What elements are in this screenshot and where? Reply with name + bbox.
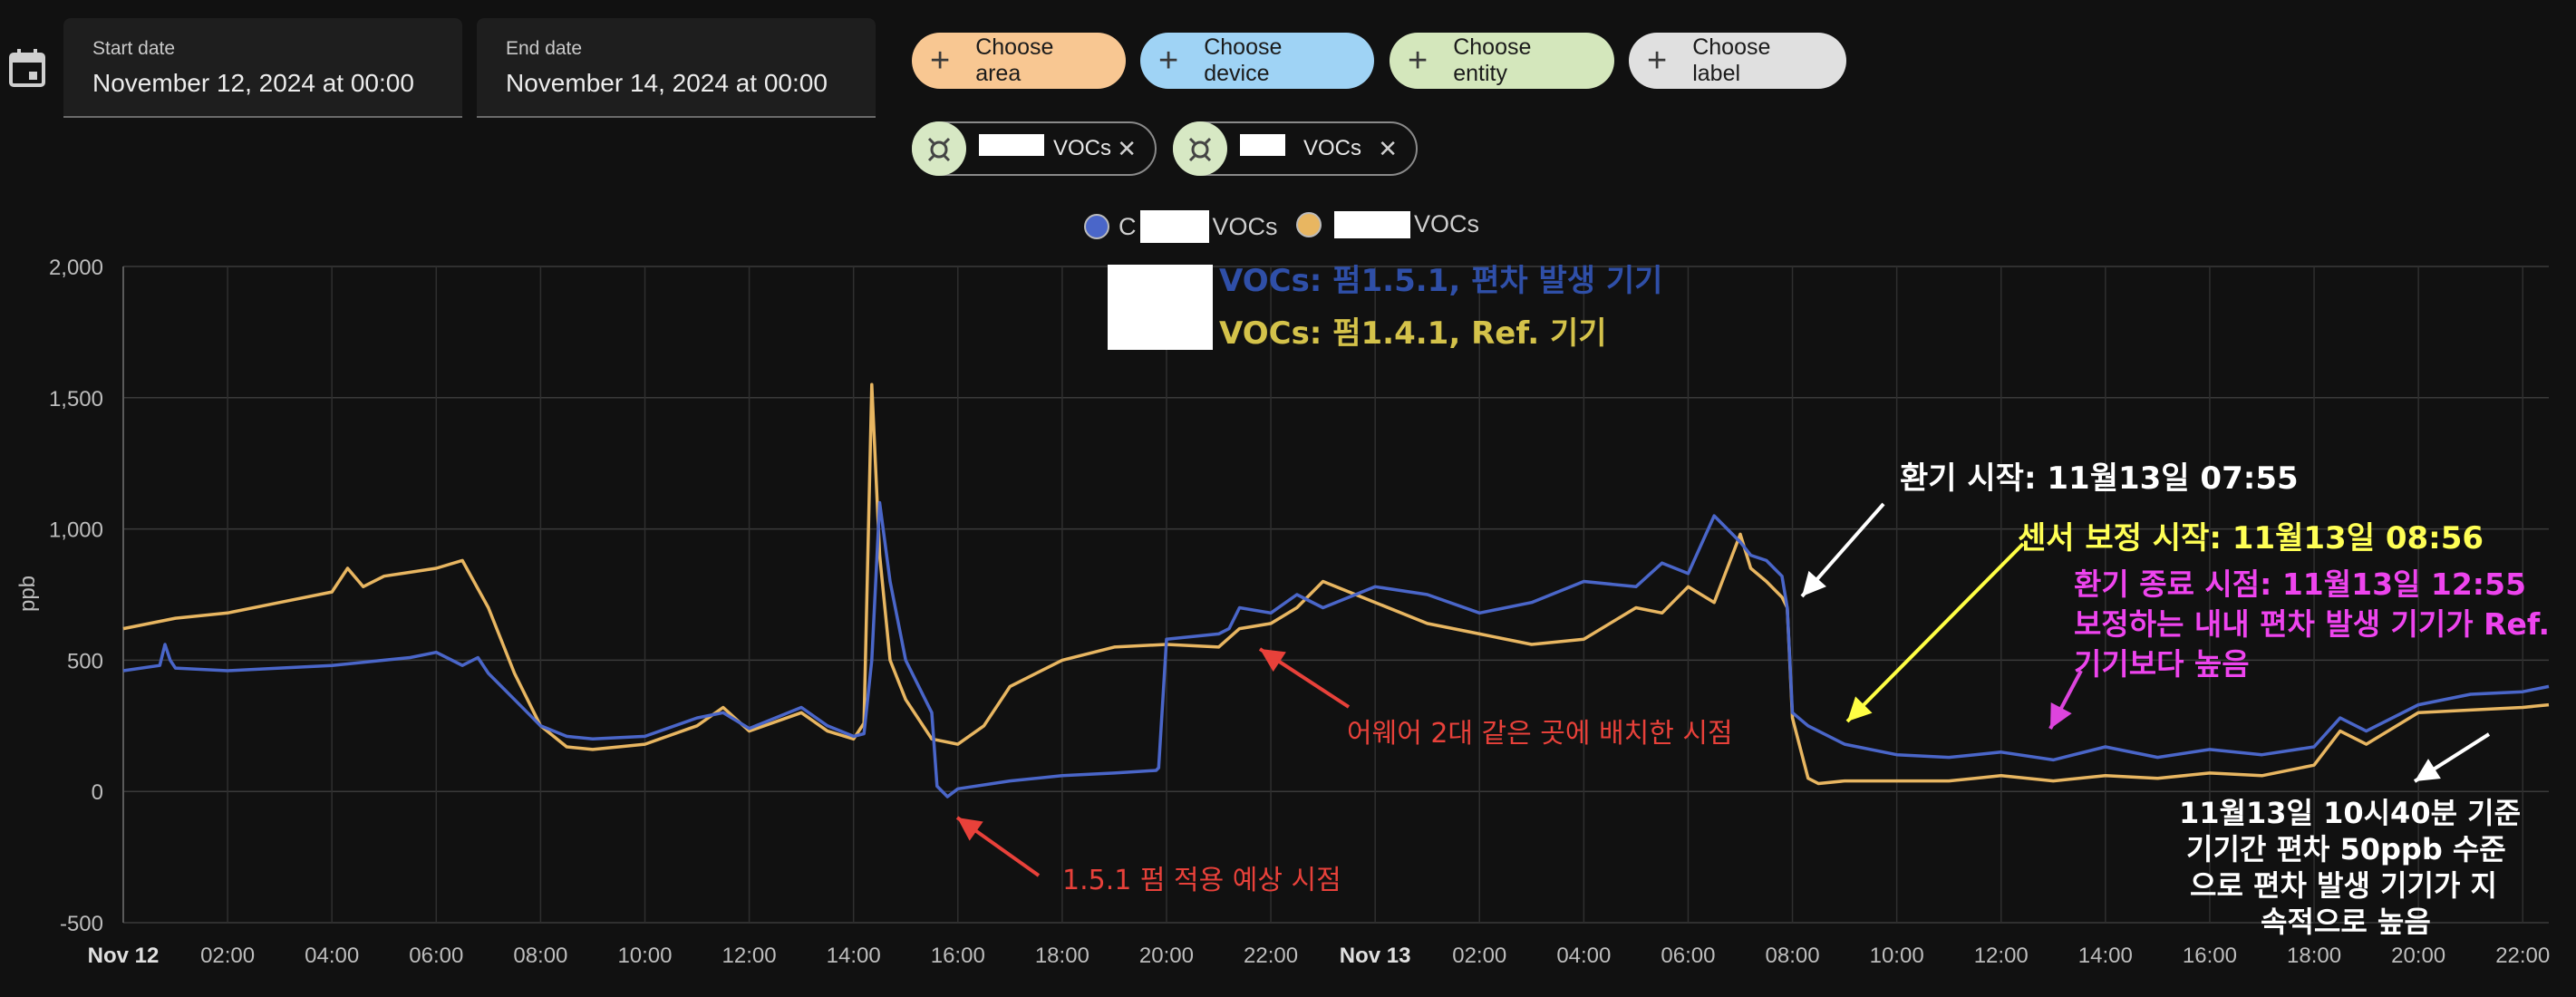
choose-entity-label: Choose entity xyxy=(1453,34,1532,86)
y-tick-label: 1,000 xyxy=(49,518,103,543)
annotation-device-a: VOCs: 펌1.5.1, 편차 발생 기기 xyxy=(1219,263,1663,299)
annotation-ventilation-end-3: 기기보다 높음 xyxy=(2074,646,2250,682)
choose-area-button[interactable]: + Choose area xyxy=(912,33,1126,89)
y-tick-label: -500 xyxy=(60,912,103,936)
x-tick-label: 10:00 xyxy=(1870,944,1924,968)
choose-device-button[interactable]: + Choose device xyxy=(1140,33,1374,89)
x-tick-label: 02:00 xyxy=(1452,944,1506,968)
legend-label-1: VOCs xyxy=(1212,212,1278,240)
sensor-icon xyxy=(912,121,966,176)
annotation-calibration-start: 센서 보정 시작: 11월13일 08:56 xyxy=(2018,520,2484,557)
x-tick-label: Nov 12 xyxy=(88,944,160,968)
y-tick-label: 0 xyxy=(92,780,103,805)
x-tick-label: 22:00 xyxy=(2495,944,2550,968)
x-tick-label: 16:00 xyxy=(2183,944,2237,968)
choose-entity-button[interactable]: + Choose entity xyxy=(1390,33,1614,89)
legend-swatch xyxy=(1084,214,1109,239)
annotation-ventilation-end-2: 보정하는 내내 편차 발생 기기가 Ref. xyxy=(2074,606,2551,642)
redacted-box xyxy=(1108,265,1213,350)
calendar-icon[interactable] xyxy=(9,47,45,89)
x-tick-label: 10:00 xyxy=(617,944,672,968)
legend-prefix: C xyxy=(1119,212,1137,240)
arrow-firmware-head xyxy=(957,818,983,841)
redacted-box xyxy=(1334,210,1410,238)
choose-label-label: Choose label xyxy=(1692,34,1771,86)
choose-area-label: Choose area xyxy=(975,34,1054,86)
arrow-ventilation-start-head xyxy=(1802,570,1826,596)
x-tick-label: 18:00 xyxy=(1035,944,1089,968)
plus-icon: + xyxy=(930,42,951,80)
y-axis-label: ppb xyxy=(15,576,40,612)
annotation-bias-2: 기기간 편차 50ppb 수준 xyxy=(2186,832,2506,866)
arrow-bias-head xyxy=(2415,759,2441,781)
start-date-field[interactable]: Start date November 12, 2024 at 00:00 xyxy=(63,18,462,118)
annotation-bias-3: 으로 편차 발생 기기가 지 xyxy=(2190,868,2497,903)
x-tick-label: 12:00 xyxy=(722,944,777,968)
close-icon[interactable]: ✕ xyxy=(1378,134,1398,162)
annotation-firmware: 1.5.1 펌 적용 예상 시점 xyxy=(1062,865,1341,896)
x-tick-label: 06:00 xyxy=(1661,944,1715,968)
arrow-calibration-start-head xyxy=(1847,696,1873,721)
entity-tag-1-label: VOCs xyxy=(1053,136,1112,160)
annotation-ventilation-end-1: 환기 종료 시점: 11월13일 12:55 xyxy=(2074,566,2526,602)
redacted-box xyxy=(979,134,1044,156)
x-tick-label: 14:00 xyxy=(2078,944,2133,968)
series-line-1 xyxy=(122,500,2550,799)
x-tick-label: 08:00 xyxy=(513,944,567,968)
choose-label-button[interactable]: + Choose label xyxy=(1629,33,1846,89)
arrow-calibration-start xyxy=(1845,542,2025,723)
legend-item-2[interactable]: VOCs xyxy=(1296,210,1479,238)
x-tick-label: 22:00 xyxy=(1244,944,1298,968)
x-tick-label: 06:00 xyxy=(409,944,463,968)
annotation-bias-4: 속적으로 높음 xyxy=(2261,905,2431,939)
x-tick-label: 08:00 xyxy=(1766,944,1820,968)
x-tick-label: 18:00 xyxy=(2287,944,2341,968)
x-tick-label: 04:00 xyxy=(305,944,359,968)
y-tick-label: 1,500 xyxy=(49,387,103,411)
x-tick-label: 04:00 xyxy=(1556,944,1611,968)
start-date-value: November 12, 2024 at 00:00 xyxy=(92,69,414,97)
entity-tag-2-label: VOCs xyxy=(1303,136,1362,160)
sensor-icon xyxy=(1173,121,1227,176)
legend-label-2: VOCs xyxy=(1414,210,1480,237)
end-date-field[interactable]: End date November 14, 2024 at 00:00 xyxy=(477,18,876,118)
plus-icon: + xyxy=(1158,42,1179,80)
y-tick-label: 500 xyxy=(67,649,103,673)
arrow-colocated-head xyxy=(1260,649,1286,673)
annotation-bias-1: 11월13일 10시40분 기준 xyxy=(2179,796,2522,830)
start-date-label: Start date xyxy=(92,38,176,59)
entity-tag-1[interactable]: VOCs ✕ xyxy=(912,121,1157,176)
redacted-box xyxy=(1240,134,1285,156)
end-date-label: End date xyxy=(506,38,583,59)
x-tick-label: 20:00 xyxy=(2391,944,2445,968)
legend-item-1[interactable]: C VOCs xyxy=(1084,210,1278,243)
entity-tag-2[interactable]: VOCs ✕ xyxy=(1173,121,1418,176)
arrow-ventilation-end-head xyxy=(2050,702,2072,729)
annotation-device-ref: VOCs: 펌1.4.1, Ref. 기기 xyxy=(1219,315,1607,352)
plus-icon: + xyxy=(1647,42,1668,80)
annotation-ventilation-start: 환기 시작: 11월13일 07:55 xyxy=(1900,460,2299,497)
plus-icon: + xyxy=(1408,42,1428,80)
x-tick-label: 02:00 xyxy=(200,944,255,968)
x-tick-label: Nov 13 xyxy=(1340,944,1411,968)
x-tick-label: 12:00 xyxy=(1974,944,2029,968)
end-date-value: November 14, 2024 at 00:00 xyxy=(506,69,828,97)
x-tick-label: 16:00 xyxy=(931,944,985,968)
redacted-box xyxy=(1139,210,1209,243)
close-icon[interactable]: ✕ xyxy=(1117,134,1137,162)
legend-swatch xyxy=(1296,211,1322,237)
y-tick-label: 2,000 xyxy=(49,256,103,280)
annotation-colocated: 어웨어 2대 같은 곳에 배치한 시점 xyxy=(1347,718,1733,750)
x-tick-label: 14:00 xyxy=(827,944,881,968)
choose-device-label: Choose device xyxy=(1204,34,1283,86)
x-tick-label: 20:00 xyxy=(1139,944,1194,968)
